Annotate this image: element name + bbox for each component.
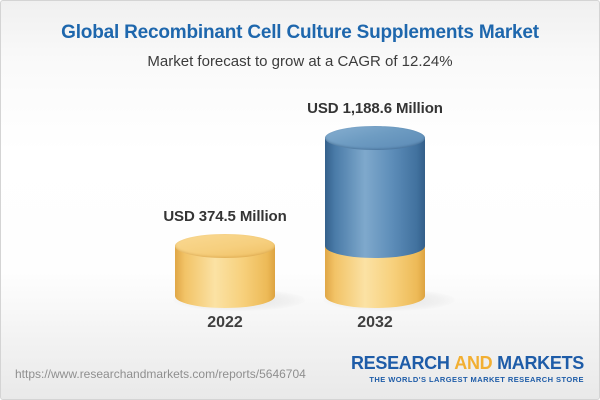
chart-subtitle: Market forecast to grow at a CAGR of 12.…	[147, 53, 453, 70]
logo-tagline: THE WORLD'S LARGEST MARKET RESEARCH STOR…	[369, 375, 584, 384]
bar-2022-top-ellipse	[175, 234, 275, 258]
chart-header: Global Recombinant Cell Culture Suppleme…	[1, 1, 599, 70]
logo-word-markets: MARKETS	[497, 353, 584, 373]
report-url-link[interactable]: https://www.researchandmarkets.com/repor…	[15, 367, 306, 381]
bar-2022-value-label: USD 374.5 Million	[163, 208, 287, 225]
logo-wordmark: RESEARCH AND MARKETS	[351, 354, 584, 372]
bar-2032-top-ellipse	[325, 126, 425, 150]
research-and-markets-logo: RESEARCH AND MARKETS THE WORLD'S LARGEST…	[351, 354, 584, 384]
axis-label-2032: 2032	[357, 314, 393, 331]
logo-word-and: AND	[454, 353, 493, 373]
logo-word-research: RESEARCH	[350, 353, 450, 373]
chart-title: Global Recombinant Cell Culture Suppleme…	[61, 22, 539, 43]
bar-2032-value-label: USD 1,188.6 Million	[307, 100, 443, 117]
bar-2032-body	[325, 138, 425, 258]
axis-label-2022: 2022	[207, 314, 243, 331]
